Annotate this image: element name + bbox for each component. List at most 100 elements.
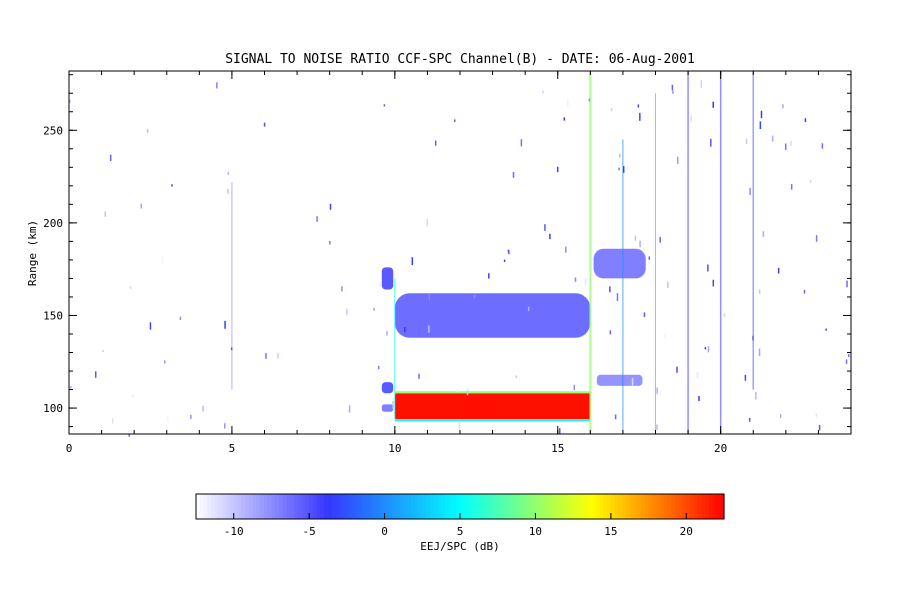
colorbar-swatch [301, 494, 306, 519]
colorbar-swatch [607, 494, 612, 519]
noise-speckle [316, 216, 318, 222]
colorbar-swatch [441, 494, 446, 519]
colorbar-swatch [320, 494, 325, 519]
noise-speckle [488, 273, 490, 279]
noise-speckle [656, 387, 658, 394]
noise-speckle [466, 389, 469, 396]
noise-speckle [667, 281, 669, 289]
colorbar-swatch [456, 494, 461, 519]
noise-speckle [845, 359, 848, 364]
noise-speckle [411, 257, 414, 266]
colorbar-swatch [350, 494, 355, 519]
x-tick-label: 15 [551, 442, 564, 455]
noise-speckle [643, 312, 646, 317]
colorbar-swatch [211, 494, 216, 519]
echo-region [596, 374, 643, 386]
colorbar-tick-label: -10 [224, 525, 244, 538]
colorbar-swatch [358, 494, 363, 519]
colorbar-swatch [395, 494, 401, 519]
colorbar-tick-label: -5 [303, 525, 316, 538]
x-tick-label: 0 [66, 442, 73, 455]
echo-region-edge [394, 419, 591, 422]
colorbar-swatch [542, 494, 548, 519]
interference-streak [687, 71, 689, 434]
colorbar-swatch [705, 494, 710, 519]
noise-speckle [392, 319, 394, 322]
noise-speckle [637, 104, 640, 108]
colorbar-swatch [671, 494, 676, 519]
noise-speckle [428, 293, 430, 301]
noise-speckle [846, 280, 848, 288]
noise-speckle [712, 279, 715, 287]
y-tick-label: 150 [43, 309, 63, 322]
colorbar-swatch [610, 494, 616, 519]
colorbar-swatch [260, 494, 265, 519]
interference-streak [622, 139, 624, 434]
colorbar-swatch [659, 494, 665, 519]
noise-speckle [70, 386, 72, 389]
noise-speckle [639, 112, 641, 121]
colorbar-swatch [493, 494, 499, 519]
colorbar-swatch [644, 494, 650, 519]
colorbar-swatch [429, 494, 435, 519]
noise-speckle [104, 211, 106, 217]
noise-speckle [512, 172, 515, 178]
colorbar-swatch [290, 494, 295, 519]
noise-speckle [69, 99, 71, 104]
noise-speckle [804, 118, 807, 122]
noise-speckle [622, 166, 625, 173]
colorbar-swatch [222, 494, 227, 519]
noise-speckle [609, 286, 611, 293]
colorbar-tick-label: 5 [457, 525, 464, 538]
colorbar-tick-label: 10 [529, 525, 542, 538]
noise-speckle [190, 414, 192, 419]
colorbar-swatch [720, 494, 725, 519]
noise-speckle [565, 246, 567, 253]
colorbar-swatch [437, 494, 442, 519]
colorbar-swatch [392, 494, 397, 519]
noise-speckle [230, 347, 233, 351]
noise-speckle [544, 224, 546, 231]
colorbar-swatch [546, 494, 552, 519]
noise-speckle [473, 294, 476, 299]
echo-region [381, 267, 394, 290]
noise-speckle [383, 104, 386, 107]
noise-speckle [749, 187, 751, 196]
noise-speckle [758, 289, 761, 294]
noise-speckle [263, 122, 266, 127]
noise-speckle [179, 316, 182, 321]
colorbar-swatch [245, 494, 250, 519]
noise-speckle [584, 278, 587, 285]
noise-speckle [227, 189, 229, 194]
noise-speckle [821, 143, 824, 149]
noise-speckle [94, 371, 97, 378]
colorbar-swatch [637, 494, 642, 519]
colorbar-swatch [467, 494, 472, 519]
noise-speckle [109, 154, 112, 161]
colorbar-tick-label: 0 [381, 525, 388, 538]
noise-speckle [515, 375, 518, 379]
colorbar-swatch [241, 494, 246, 519]
noise-speckle [129, 286, 132, 289]
colorbar-swatch [463, 494, 469, 519]
noise-speckle [386, 331, 388, 336]
noise-speckle [676, 366, 678, 373]
colorbar-swatch [603, 494, 608, 519]
axes: 0 5 10 15 20 100 150 200 250 [43, 71, 852, 455]
noise-speckle [508, 250, 510, 255]
noise-speckle [426, 218, 428, 227]
noise-speckle [556, 166, 559, 173]
colorbar-swatch [516, 494, 521, 519]
noise-speckle [790, 140, 792, 146]
colorbar-swatch [701, 494, 706, 519]
noise-speckle [111, 417, 114, 424]
noise-speckle [149, 322, 152, 330]
noise-speckle [748, 417, 751, 422]
echo-region [394, 293, 591, 338]
colorbar-swatch [682, 494, 687, 519]
colorbar-swatch [410, 494, 416, 519]
noise-speckle [744, 374, 747, 381]
colorbar-swatch [625, 494, 631, 519]
noise-speckle [542, 90, 544, 94]
